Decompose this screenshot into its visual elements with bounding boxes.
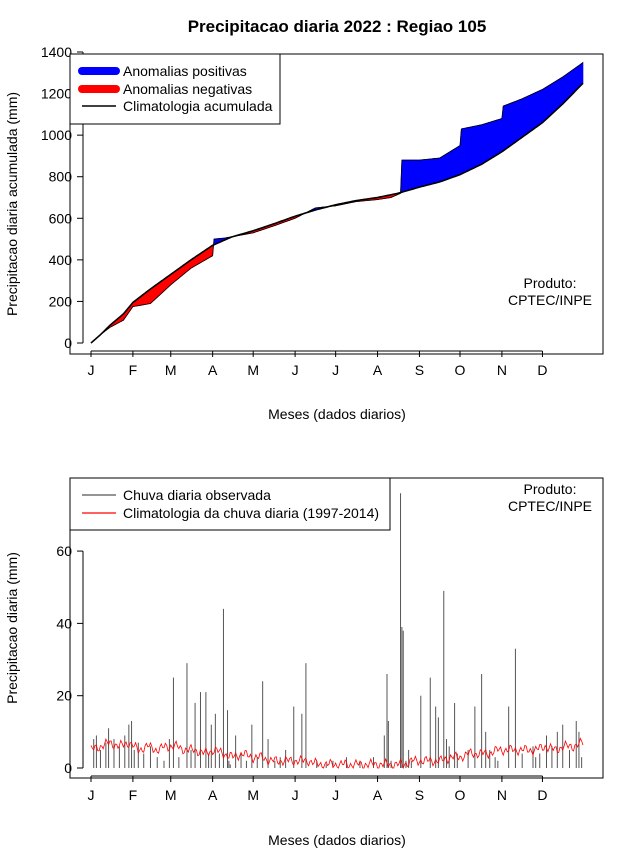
bottom-y-axis-label: Precipitacao diaria (mm) (4, 552, 20, 704)
top-x-tick-label: F (129, 362, 138, 378)
top-legend: Anomalias positivas Anomalias negativas … (69, 53, 281, 125)
legend-label-daily-climatology: Climatologia da chuva diaria (1997-2014) (123, 505, 379, 521)
bottom-y-tick-label: 0 (64, 760, 72, 776)
top-y-axis-label: Precipitacao diaria acumulada (mm) (4, 92, 20, 316)
bottom-credit-line2: CPTEC/INPE (508, 498, 592, 514)
bottom-y-tick-label: 20 (56, 688, 72, 704)
daily-climatology-line (90, 737, 584, 770)
bottom-x-tick-label: A (208, 787, 218, 803)
bottom-credit-line1: Produto: (524, 481, 577, 497)
observed-accumulated-line (90, 62, 584, 344)
bottom-x-tick-label: J (88, 787, 95, 803)
top-legend-box (69, 53, 281, 125)
top-credit-line1: Produto: (524, 275, 577, 291)
top-y-tick-label: 200 (49, 293, 73, 309)
top-x-tick-label: M (165, 362, 177, 378)
climatology-line (90, 737, 584, 770)
chart-title: Precipitacao diaria 2022 : Regiao 105 (188, 17, 487, 36)
legend-label-climatology: Climatologia acumulada (123, 98, 273, 114)
top-x-tick-label: D (537, 362, 547, 378)
positive-anomaly-segment (581, 61, 584, 86)
top-y-tick-label: 800 (49, 169, 73, 185)
top-y-axis: 0 200 400 600 800 1000 1200 1400 (41, 44, 84, 351)
top-y-tick-label: 0 (64, 335, 72, 351)
top-panel: 0 200 400 600 800 1000 1200 1400 J F M A M J J A S O N D M… (4, 44, 604, 422)
bottom-legend-box (69, 477, 391, 531)
top-x-tick-label: O (455, 362, 466, 378)
legend-label-observed: Chuva diaria observada (123, 487, 271, 503)
bottom-legend: Chuva diaria observada Climatologia da c… (69, 477, 391, 531)
top-x-tick-label: A (373, 362, 383, 378)
top-x-tick-label: A (208, 362, 218, 378)
top-x-tick-label: J (88, 362, 95, 378)
top-y-tick-label: 1200 (41, 86, 72, 102)
bottom-y-tick-label: 60 (56, 543, 72, 559)
top-y-tick-label: 1000 (41, 127, 72, 143)
bottom-x-axis-label: Meses (dados diarios) (268, 832, 406, 848)
bottom-x-tick-label: N (497, 787, 507, 803)
daily-rain-bars (93, 493, 583, 768)
bottom-x-tick-label: M (165, 787, 177, 803)
top-x-tick-label: J (332, 362, 339, 378)
bottom-x-tick-label: F (129, 787, 138, 803)
legend-label-negative: Anomalias negativas (123, 81, 252, 97)
climatology-accumulated-line (90, 82, 584, 344)
bottom-x-tick-label: A (373, 787, 383, 803)
bottom-x-tick-label: M (247, 787, 259, 803)
top-plot-frame (69, 53, 604, 355)
bottom-x-tick-label: J (292, 787, 299, 803)
top-credit-line2: CPTEC/INPE (508, 292, 592, 308)
bottom-x-tick-label: O (455, 787, 466, 803)
bottom-x-tick-label: S (415, 787, 424, 803)
bottom-x-tick-label: J (332, 787, 339, 803)
bottom-y-axis: 0 20 40 60 (56, 543, 84, 776)
top-x-tick-label: M (247, 362, 259, 378)
top-x-axis-label: Meses (dados diarios) (268, 406, 406, 422)
legend-label-positive: Anomalias positivas (123, 63, 247, 79)
top-x-tick-label: N (497, 362, 507, 378)
bottom-panel: 0 20 40 60 J F M A M J J A S O N D Meses (dados diario… (4, 477, 604, 848)
accumulated-lines (90, 62, 584, 344)
top-x-tick-label: S (415, 362, 424, 378)
top-y-tick-label: 1400 (41, 44, 72, 60)
bottom-y-tick-label: 40 (56, 615, 72, 631)
top-x-tick-label: J (292, 362, 299, 378)
top-y-tick-label: 600 (49, 210, 73, 226)
bottom-x-tick-label: D (537, 787, 547, 803)
top-y-tick-label: 400 (49, 252, 73, 268)
